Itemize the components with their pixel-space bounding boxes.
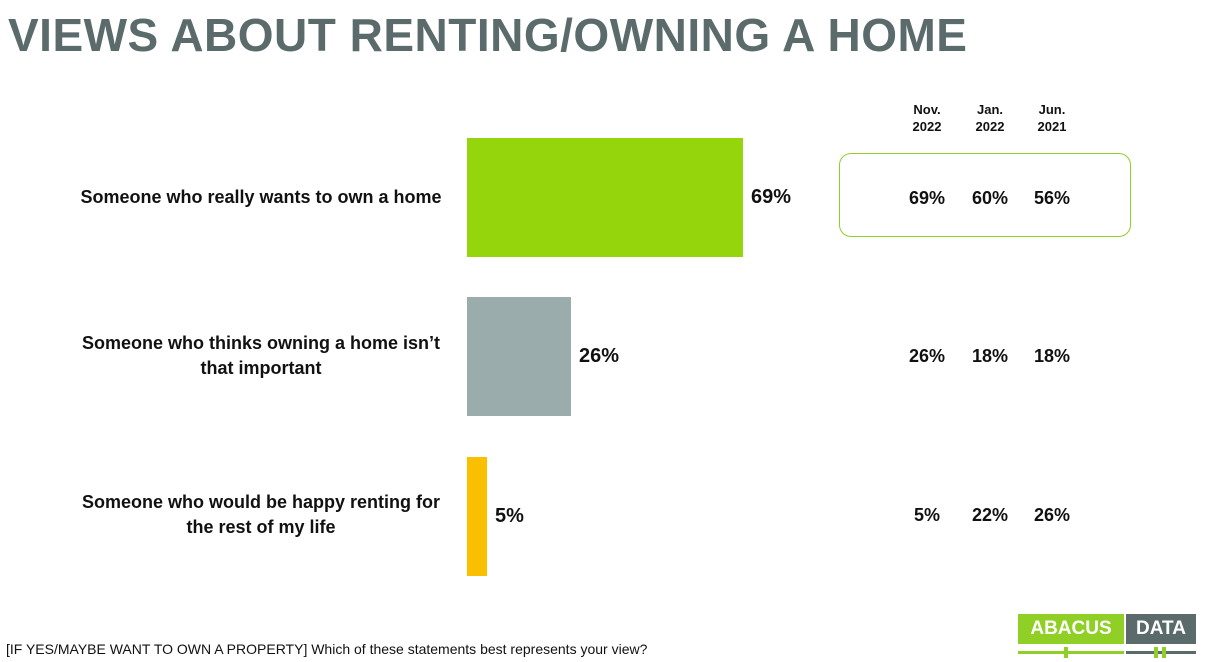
- table-cell: 22%: [971, 505, 1009, 525]
- logo-tick: [1154, 647, 1158, 658]
- column-header-year: 2022: [975, 119, 1005, 134]
- column-header-year: 2021: [1037, 119, 1067, 134]
- bar: [467, 297, 571, 416]
- bar: [467, 138, 743, 257]
- column-header: Jun. 2021: [1017, 101, 1087, 135]
- question-footnote: [IF YES/MAYBE WANT TO OWN A PROPERTY] Wh…: [6, 641, 648, 657]
- bar: [467, 457, 487, 576]
- table-cell: 26%: [1033, 505, 1071, 525]
- table-cell: 60%: [971, 188, 1009, 208]
- column-header-month: Jun.: [1038, 102, 1066, 117]
- table-cell: 69%: [908, 188, 946, 208]
- logo-underline-left: [1018, 651, 1124, 654]
- table-cell: 18%: [971, 346, 1009, 366]
- logo-text-right: DATA: [1126, 614, 1196, 644]
- bar-value-label: 5%: [495, 505, 524, 527]
- chart-title: VIEWS ABOUT RENTING/OWNING A HOME: [8, 9, 968, 61]
- category-label: Someone who thinks owning a home isn’t t…: [81, 333, 441, 378]
- column-header-month: Nov.: [913, 102, 941, 117]
- category-label: Someone who would be happy renting for t…: [81, 492, 440, 537]
- table-cell: 56%: [1033, 188, 1071, 208]
- table-cell: 5%: [913, 505, 940, 525]
- logo-tick: [1162, 647, 1166, 658]
- table-cell: 26%: [908, 346, 946, 366]
- abacus-data-logo: ABACUS DATA: [1018, 614, 1196, 658]
- bar-value-label: 69%: [751, 186, 792, 208]
- column-header-year: 2022: [912, 119, 942, 134]
- category-label: Someone who really wants to own a home: [80, 187, 442, 207]
- logo-text-left: ABACUS: [1018, 614, 1124, 644]
- highlight-box: [839, 153, 1131, 237]
- column-header: Nov. 2022: [892, 101, 962, 135]
- logo-tick: [1064, 647, 1068, 658]
- column-header: Jan. 2022: [955, 101, 1025, 135]
- logo-underline-right: [1126, 651, 1196, 654]
- table-cell: 18%: [1033, 346, 1071, 366]
- bar-value-label: 26%: [579, 345, 620, 367]
- column-header-month: Jan.: [976, 102, 1003, 117]
